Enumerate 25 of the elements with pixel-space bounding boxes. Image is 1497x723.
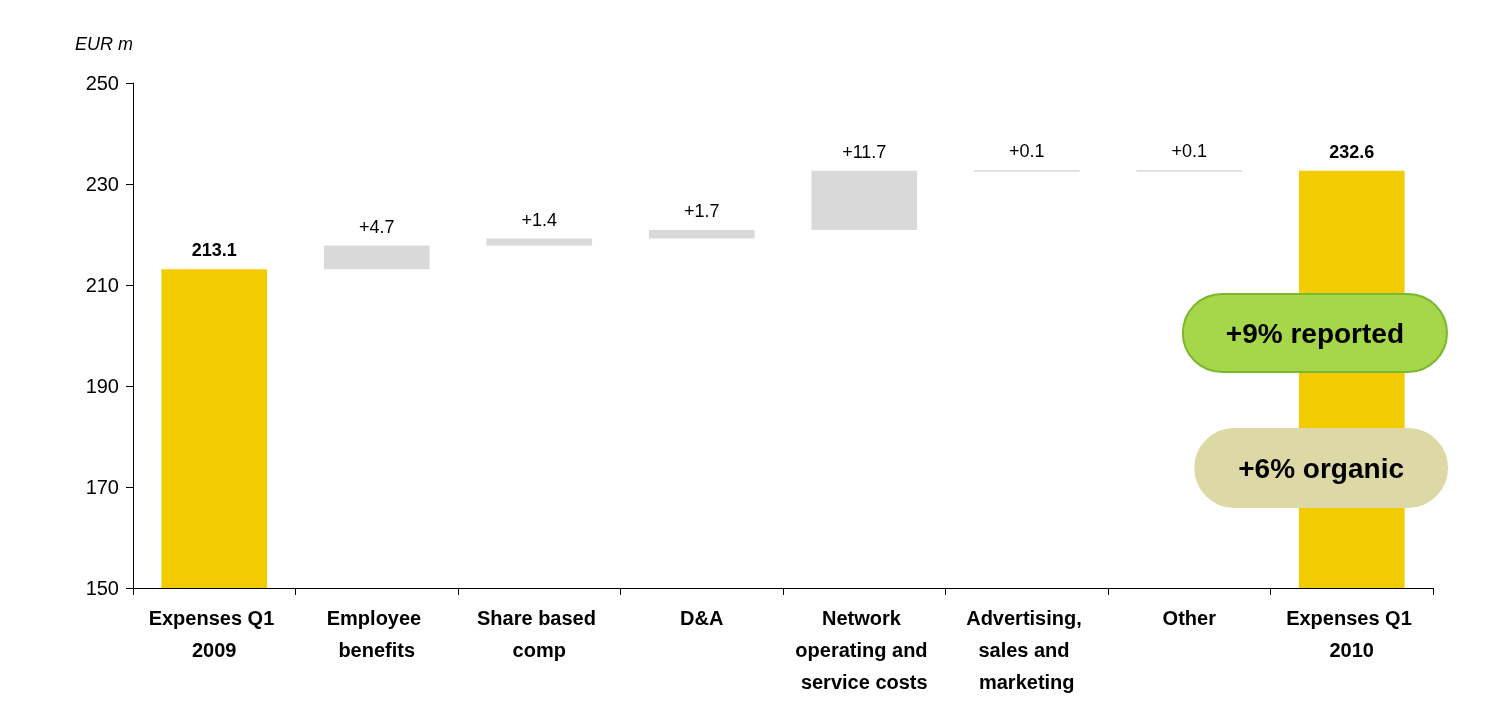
y-tick-label: 150 — [85, 577, 119, 599]
annotation: +9% reported — [1225, 317, 1404, 349]
x-tick-label: Network operating and service costs — [795, 607, 934, 693]
x-tick-label: Expenses Q1 2010 — [1286, 607, 1418, 661]
x-tick-label: Share based comp — [476, 607, 602, 661]
y-tick-label: 230 — [85, 173, 119, 195]
data-label: +11.7 — [842, 141, 887, 162]
y-tick-label: 190 — [85, 375, 119, 397]
data-label: 213.1 — [191, 240, 237, 261]
annotation: +6% organic — [1238, 452, 1404, 484]
x-tick-label: Advertising, sales and marketing — [966, 607, 1088, 693]
data-label: +0.1 — [1008, 141, 1045, 162]
data-label: +1.4 — [521, 209, 558, 230]
x-tick-label: D&A — [680, 607, 724, 629]
y-tick-label: 250 — [85, 72, 119, 94]
y-tick-label: 170 — [85, 476, 119, 498]
y-tick-label: 210 — [85, 274, 119, 296]
data-label: +1.7 — [683, 200, 720, 221]
y-axis-title: EUR m — [75, 34, 133, 54]
data-label: +0.1 — [1171, 141, 1208, 162]
data-label: +4.7 — [358, 216, 395, 237]
x-tick-label: Expenses Q1 2009 — [148, 607, 280, 661]
x-tick-label: Other — [1162, 607, 1217, 629]
x-tick-label: Employee benefits — [326, 607, 427, 661]
data-label: 232.6 — [1329, 141, 1375, 162]
